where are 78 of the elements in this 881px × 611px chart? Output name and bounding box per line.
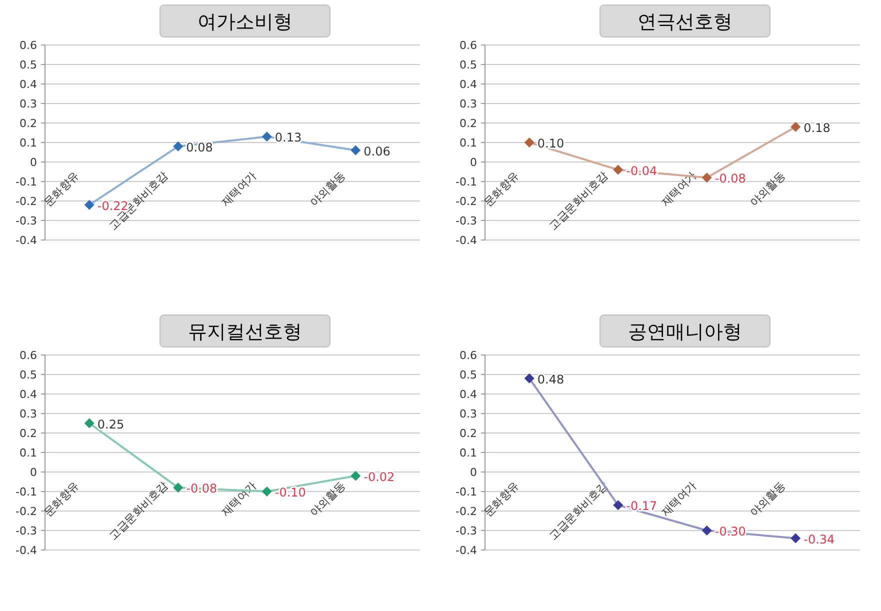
data-label: -0.30	[714, 524, 746, 538]
y-tick-label: -0.1	[16, 486, 37, 498]
data-label: -0.34	[804, 532, 835, 546]
point	[702, 172, 712, 183]
y-tick-label: 0.4	[20, 78, 37, 91]
data-label: -0.04	[626, 164, 658, 178]
point	[350, 145, 361, 156]
y-tick-label: -0.4	[456, 544, 477, 557]
y-tick-label: 0.6	[460, 349, 477, 362]
y-tick-label: 0.6	[20, 349, 37, 362]
y-tick-label: -0.2	[16, 505, 37, 518]
y-tick-label: 0.5	[460, 58, 477, 72]
y-tick-label: -0.3	[16, 214, 37, 228]
y-tick-label: -0.2	[16, 195, 37, 208]
data-label: 0.18	[804, 120, 830, 135]
y-tick-label: -0.1	[16, 176, 37, 188]
y-tick-label: 0.3	[20, 98, 37, 110]
data-label: 0.48	[537, 372, 564, 386]
chart-title: 연극선호형	[638, 11, 732, 33]
y-tick-label: 0.1	[20, 136, 37, 150]
point	[350, 470, 361, 481]
point	[173, 482, 184, 493]
data-label: -0.08	[714, 172, 746, 186]
point	[790, 533, 801, 544]
point	[84, 200, 94, 210]
y-tick-label: -0.4	[16, 234, 37, 247]
point	[173, 141, 184, 152]
y-tick-label: -0.1	[456, 486, 477, 498]
point	[262, 132, 272, 142]
y-tick-label: -0.2	[456, 505, 477, 518]
y-tick-label: 0.4	[460, 388, 477, 401]
y-tick-label: 0.3	[20, 408, 37, 420]
y-tick-label: 0.5	[20, 58, 37, 72]
y-tick-label: -0.3	[456, 524, 477, 538]
y-tick-label: 0	[30, 466, 37, 479]
point	[702, 526, 712, 536]
data-label: -0.08	[186, 482, 218, 496]
y-tick-label: -0.2	[456, 195, 477, 208]
data-label: -0.17	[626, 499, 658, 514]
y-tick-label: 0	[470, 466, 477, 479]
y-tick-label: -0.3	[16, 524, 37, 538]
point	[262, 486, 272, 496]
data-label: 0.08	[186, 140, 213, 154]
y-tick-label: 0.2	[460, 117, 477, 130]
y-tick-label: -0.3	[456, 214, 477, 228]
chart-title: 공연매니아형	[628, 321, 742, 343]
data-label: 0.25	[97, 417, 124, 432]
y-tick-label: 0.5	[20, 368, 37, 382]
point	[790, 122, 801, 132]
y-tick-label: 0.2	[20, 117, 37, 130]
y-tick-label: 0.1	[20, 446, 37, 460]
data-label: -0.10	[274, 486, 306, 500]
y-tick-label: 0.2	[460, 427, 477, 440]
y-tick-label: 0	[30, 156, 37, 169]
y-tick-label: 0	[470, 156, 477, 169]
y-tick-label: 0.4	[460, 78, 477, 91]
chart-title: 뮤지컬선호형	[188, 321, 302, 343]
y-tick-label: 0.6	[460, 39, 477, 52]
y-tick-label: 0.3	[460, 408, 477, 420]
y-tick-label: 0.1	[460, 446, 477, 460]
y-tick-label: 0.2	[20, 427, 37, 440]
y-tick-label: -0.1	[456, 176, 477, 188]
data-label: 0.10	[537, 136, 564, 150]
y-tick-label: 0.5	[460, 368, 477, 382]
point	[613, 164, 624, 175]
point	[84, 418, 94, 428]
point	[613, 500, 624, 510]
y-tick-label: -0.4	[456, 234, 477, 247]
y-tick-label: 0.6	[20, 39, 37, 52]
y-tick-label: 0.4	[20, 388, 37, 401]
data-label: -0.02	[364, 470, 395, 484]
point	[524, 138, 534, 148]
y-tick-label: -0.4	[16, 544, 37, 557]
y-tick-label: 0.1	[460, 136, 477, 150]
chart-title: 여가소비형	[198, 11, 292, 33]
point	[524, 373, 534, 384]
data-label: 0.06	[364, 144, 390, 158]
y-tick-label: 0.3	[460, 98, 477, 110]
